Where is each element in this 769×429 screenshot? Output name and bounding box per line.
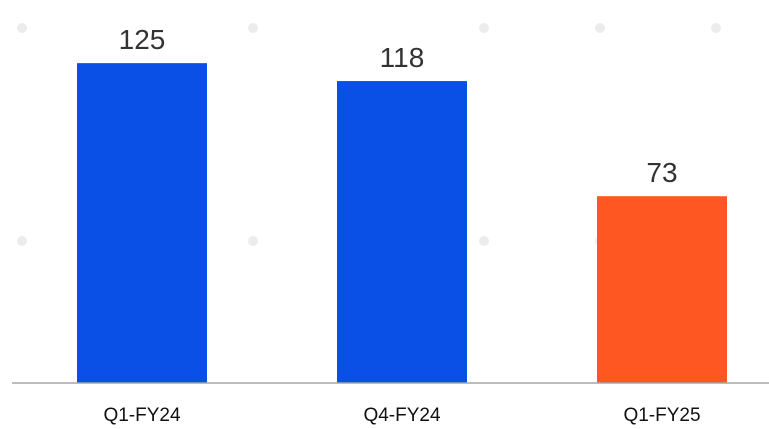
bars-group [77, 63, 727, 383]
data-label: 73 [646, 157, 677, 188]
background-dot [595, 23, 605, 33]
x-tick-label: Q1-FY25 [623, 405, 700, 426]
background-dot [17, 236, 27, 246]
x-tick-label: Q1-FY24 [103, 405, 181, 426]
data-label: 125 [119, 24, 166, 55]
background-dot [17, 23, 27, 33]
background-dot [248, 236, 258, 246]
bar-q1-fy24 [77, 63, 207, 383]
x-tick-label: Q4-FY24 [363, 405, 441, 426]
bar-q1-fy25 [597, 196, 727, 383]
bar-q4-fy24 [337, 81, 467, 383]
labels-group: 125 Q1-FY24 118 Q4-FY24 73 Q1-FY25 [103, 24, 700, 426]
background-dot [479, 23, 489, 33]
background-dot [248, 23, 258, 33]
background-dot [479, 236, 489, 246]
background-dot [711, 23, 721, 33]
data-label: 118 [380, 42, 425, 73]
